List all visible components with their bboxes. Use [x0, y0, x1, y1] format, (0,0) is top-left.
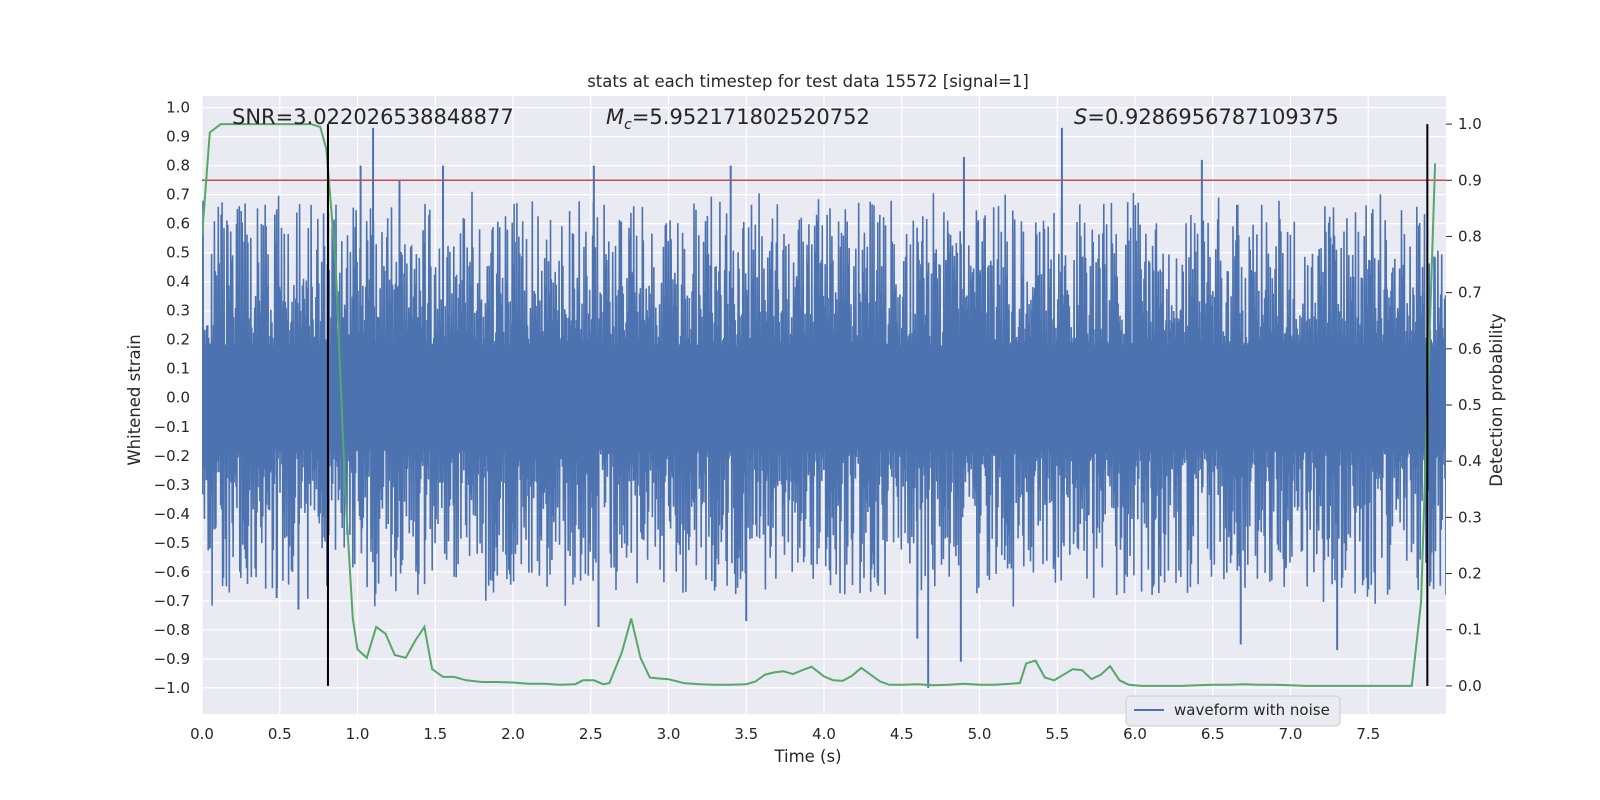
y2-axis-label: Detection probability	[1487, 313, 1506, 487]
y2-tick-label: 0.1	[1458, 621, 1482, 639]
y-tick-label: −1.0	[154, 679, 190, 697]
y2-tick-label: 0.3	[1458, 508, 1482, 526]
legend: waveform with noise	[1125, 695, 1341, 727]
y2-tick-label: 0.5	[1458, 396, 1482, 414]
x-tick-label: 0.5	[268, 725, 292, 743]
y-tick-label: −0.5	[154, 534, 190, 552]
y-tick-label: 0.5	[166, 244, 190, 262]
y-tick-label: −0.4	[154, 505, 190, 523]
y-tick-label: −0.9	[154, 650, 190, 668]
y-tick-label: −0.6	[154, 563, 190, 581]
score-value: =0.9286956787109375	[1087, 105, 1338, 129]
x-axis-label: Time (s)	[773, 747, 841, 766]
x-tick-label: 0.0	[190, 725, 214, 743]
y-tick-label: 0.2	[166, 331, 190, 349]
chirp-mass-annotation: Mc=5.952171802520752	[606, 105, 870, 133]
chirp-mass-symbol: M	[606, 105, 624, 129]
y-tick-label: 0.3	[166, 302, 190, 320]
x-tick-label: 5.0	[968, 725, 992, 743]
axes: 0.0 0.5 1.0 1.5 2.0 2.5 3.0 3.5 4.0 4.5 5.0 5.5 6.0 6…	[154, 99, 1482, 743]
y-tick-label: 0.9	[166, 128, 190, 146]
x-tick-label: 6.0	[1123, 725, 1147, 743]
probability-layer	[202, 123, 1437, 687]
x-tick-label: 2.5	[579, 725, 603, 743]
y2-tick-label: 0.8	[1458, 227, 1482, 245]
y2-tick-label: 0.7	[1458, 284, 1482, 302]
probability-line	[202, 123, 1437, 687]
y2-tick-label: 0.9	[1458, 171, 1482, 189]
waveform-line	[202, 191, 1446, 607]
y2-tick-label: 0.2	[1458, 565, 1482, 583]
y-tick-label: −0.7	[154, 592, 190, 610]
legend-box	[1125, 695, 1341, 727]
y-tick-label: −0.1	[154, 418, 190, 436]
y-tick-label: 0.1	[166, 360, 190, 378]
y-tick-label: 0.0	[166, 389, 190, 407]
y-axis-label: Whitened strain	[125, 334, 144, 465]
x-tick-label: 5.5	[1045, 725, 1069, 743]
x-tick-label: 4.0	[812, 725, 836, 743]
y2-tick-label: 0.6	[1458, 340, 1482, 358]
snr-annotation: SNR=3.022026538848877	[232, 105, 514, 129]
y-tick-label: −0.2	[154, 447, 190, 465]
y-tick-label: −0.8	[154, 621, 190, 639]
y-tick-label: 0.7	[166, 186, 190, 204]
chart-title: stats at each timestep for test data 155…	[587, 72, 1029, 91]
chirp-mass-subscript: c	[624, 117, 632, 133]
x-tick-label: 1.0	[346, 725, 370, 743]
x-tick-label: 1.5	[423, 725, 447, 743]
y-tick-label: 0.8	[166, 157, 190, 175]
marker-layer	[326, 124, 1429, 686]
y2-tick-label: 1.0	[1458, 115, 1482, 133]
snr-score-annotation: S=0.9286956787109375	[1074, 105, 1339, 129]
waveform-series	[202, 127, 1446, 688]
x-tick-label: 6.5	[1201, 725, 1225, 743]
x-tick-label: 7.5	[1356, 725, 1380, 743]
x-tick-label: 4.5	[890, 725, 914, 743]
x-tick-label: 3.0	[657, 725, 681, 743]
x-tick-label: 2.0	[501, 725, 525, 743]
x-tick-label: 3.5	[734, 725, 758, 743]
y2-tick-label: 0.4	[1458, 452, 1482, 470]
y-tick-label: 0.6	[166, 215, 190, 233]
y-tick-label: −0.3	[154, 476, 190, 494]
chirp-mass-value: =5.952171802520752	[632, 105, 870, 129]
y-tick-label: 0.4	[166, 273, 190, 291]
legend-label-waveform: waveform with noise	[1174, 701, 1330, 719]
y2-tick-label: 0.0	[1458, 677, 1482, 695]
score-symbol: S	[1074, 105, 1087, 129]
y-tick-label: 1.0	[166, 99, 190, 117]
x-tick-label: 7.0	[1279, 725, 1303, 743]
